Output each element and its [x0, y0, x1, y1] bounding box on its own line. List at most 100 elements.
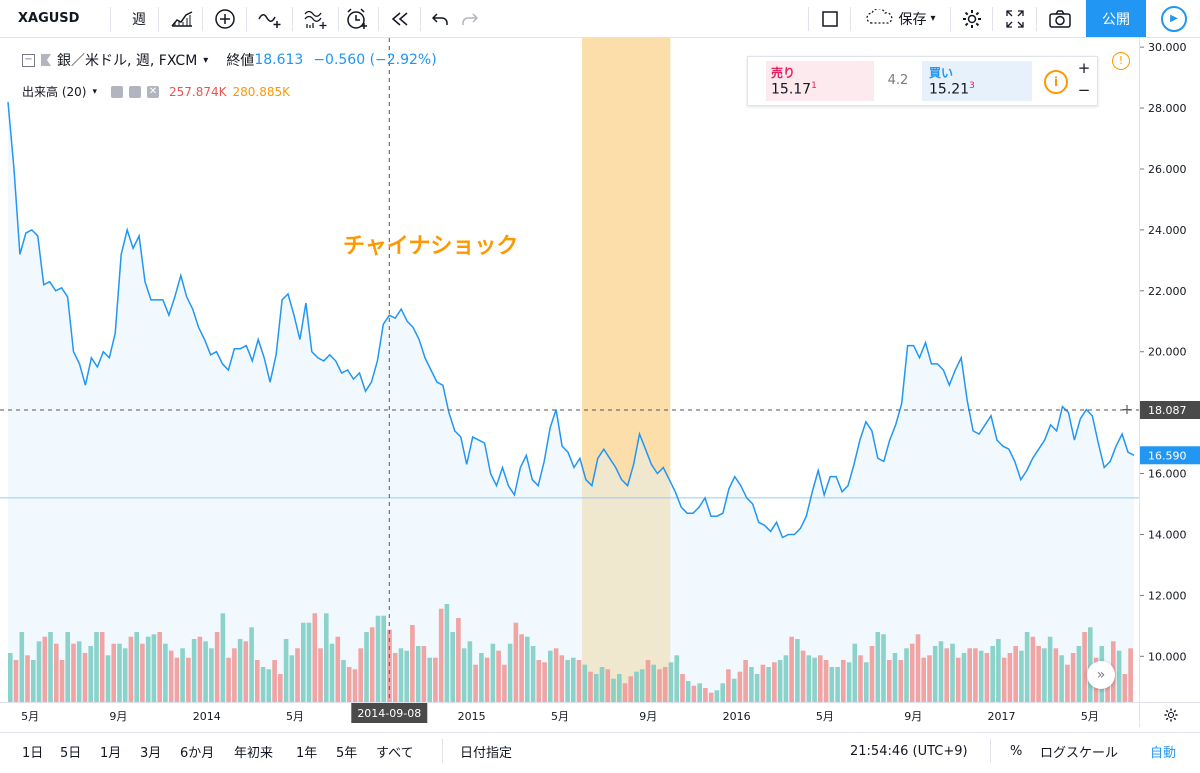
- volume-bar: [1059, 655, 1064, 702]
- legend-title[interactable]: 銀／米ドル, 週, FXCM: [57, 53, 198, 69]
- volume-bar: [456, 618, 461, 702]
- volume-bar: [858, 655, 863, 702]
- volume-bar: [1001, 657, 1007, 702]
- volume-bar: [352, 669, 358, 702]
- buy-button[interactable]: 買い 15.213: [922, 61, 1032, 101]
- volume-bar: [461, 648, 467, 702]
- price-chart[interactable]: + チャイナショック: [0, 38, 1139, 702]
- volume-bar: [875, 632, 881, 702]
- volume-bar: [105, 655, 111, 702]
- time-tick-label: 9月: [904, 710, 922, 723]
- sell-button[interactable]: 売り 15.171: [766, 61, 874, 101]
- log-scale-toggle[interactable]: ログスケール: [1040, 745, 1119, 761]
- volume-bar: [703, 688, 708, 702]
- volume-bar: [789, 636, 794, 702]
- volume-bar: [65, 632, 70, 702]
- auto-scale-toggle[interactable]: 自動: [1150, 745, 1177, 761]
- camera-icon[interactable]: [1042, 0, 1078, 37]
- collapse-icon[interactable]: −: [22, 53, 35, 67]
- volume-bar: [731, 678, 737, 702]
- range-button[interactable]: 1月: [100, 745, 122, 761]
- volume-bar: [283, 639, 289, 702]
- volume-bar: [306, 622, 312, 702]
- range-button[interactable]: 5日: [60, 745, 82, 761]
- close-icon[interactable]: ✕: [146, 85, 159, 98]
- last-price-label: 16.590: [1148, 449, 1187, 462]
- fullscreen-icon[interactable]: [998, 0, 1032, 37]
- plus-button[interactable]: +: [1077, 59, 1091, 77]
- clock[interactable]: 21:54:46 (UTC+9): [850, 743, 968, 759]
- volume-bar: [823, 660, 829, 702]
- range-button[interactable]: 3月: [140, 745, 162, 761]
- undo-icon[interactable]: [426, 0, 454, 37]
- volume-bar: [599, 667, 605, 702]
- volume-bar: [99, 632, 105, 702]
- alert-icon[interactable]: !: [1112, 52, 1130, 70]
- date-range-button[interactable]: 日付指定: [460, 745, 513, 761]
- save-label: 保存: [898, 11, 927, 28]
- chevron-down-icon: ▾: [930, 13, 936, 24]
- volume-bar: [421, 646, 427, 702]
- volume-legend: 出来高 (20) ▾ ✕ 257.874K 280.885K: [22, 83, 290, 100]
- settings-icon[interactable]: [128, 85, 141, 98]
- price-tick-label: 22.000: [1148, 285, 1187, 298]
- time-axis[interactable]: 5月 9月 2014 5月 2015 5月 9月 2016 5月 9月 2017 5月 2014-09-…: [0, 702, 1139, 727]
- volume-bar: [634, 671, 639, 702]
- volume-bar: [415, 646, 421, 702]
- eye-icon[interactable]: [110, 85, 123, 98]
- alarm-icon[interactable]: [340, 0, 374, 37]
- volume-bar: [289, 655, 295, 702]
- save-button[interactable]: 保存 ▾: [856, 0, 946, 37]
- percent-toggle[interactable]: %: [1010, 743, 1023, 759]
- time-tick-label: 2016: [723, 710, 751, 723]
- gear-icon[interactable]: [955, 0, 989, 37]
- time-tick-label: 2015: [458, 710, 486, 723]
- chevron-down-icon[interactable]: ▾: [203, 54, 209, 66]
- volume-bar: [180, 648, 185, 702]
- annotation-label: チャイナショック: [343, 234, 518, 259]
- volume-bar: [243, 641, 249, 702]
- range-button[interactable]: 1日: [22, 745, 44, 761]
- volume-bar: [760, 664, 766, 702]
- volume-bar: [869, 646, 875, 702]
- volume-bar: [892, 653, 898, 702]
- gear-icon[interactable]: [1139, 702, 1200, 727]
- volume-bar: [772, 662, 777, 702]
- symbol-name[interactable]: XAGUSD: [18, 11, 80, 26]
- rewind-icon[interactable]: [384, 0, 416, 37]
- volume-bar: [214, 632, 220, 702]
- range-button[interactable]: 1年: [296, 745, 318, 761]
- range-button[interactable]: 6か月: [180, 745, 215, 761]
- crosshair-date-box: [351, 703, 428, 723]
- publish-button[interactable]: 公開: [1086, 0, 1146, 37]
- volume-bar: [978, 650, 984, 702]
- range-button[interactable]: 年初来: [234, 745, 274, 761]
- plus-circle-icon[interactable]: [207, 0, 243, 37]
- compare-icon[interactable]: [251, 0, 289, 37]
- volume-bar: [42, 636, 48, 702]
- minus-button[interactable]: −: [1077, 81, 1091, 99]
- scroll-right-icon[interactable]: »: [1087, 661, 1115, 689]
- volume-bar: [909, 643, 915, 702]
- bar-chart-icon[interactable]: [164, 0, 200, 37]
- volume-bar: [961, 653, 967, 702]
- volume-bar: [19, 632, 25, 702]
- volume-bar: [881, 634, 886, 702]
- volume-bar: [754, 674, 760, 702]
- volume-bar: [749, 667, 754, 702]
- volume-label[interactable]: 出来高 (20): [22, 85, 87, 99]
- volume-bar: [542, 662, 547, 702]
- indicators-icon[interactable]: [297, 0, 335, 37]
- redo-icon[interactable]: [456, 0, 484, 37]
- price-axis[interactable]: 10.00012.00014.00016.00018.00020.00022.0…: [1139, 38, 1200, 702]
- chevron-down-icon[interactable]: ▾: [92, 86, 97, 97]
- volume-bar: [1116, 650, 1122, 702]
- square-icon[interactable]: [815, 0, 845, 37]
- range-button[interactable]: すべて: [376, 745, 414, 761]
- range-button[interactable]: 5年: [336, 745, 358, 761]
- divider: [850, 7, 851, 31]
- info-icon[interactable]: i: [1044, 70, 1068, 94]
- play-button[interactable]: ▶: [1148, 0, 1200, 37]
- interval-button[interactable]: 週: [132, 11, 146, 28]
- volume-bar: [737, 671, 743, 702]
